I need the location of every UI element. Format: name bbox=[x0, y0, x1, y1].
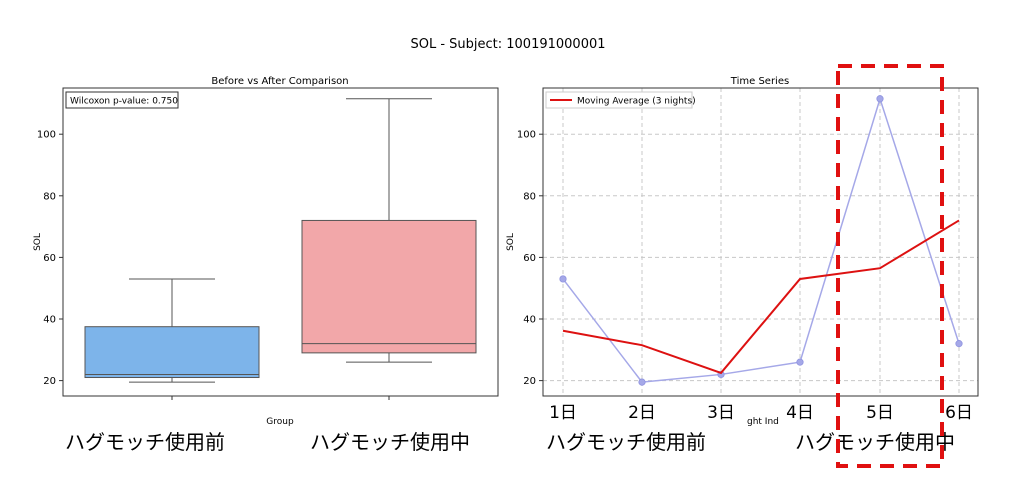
boxplot-y-axis: 20 40 60 80 100 bbox=[37, 130, 63, 387]
timeseries-ylabel: SOL bbox=[506, 233, 516, 251]
timeseries-chart: Time Series 20 40 60 80 100 Moving Average (… bbox=[506, 64, 979, 468]
timeseries-marks bbox=[559, 95, 963, 386]
highlight-dashed-box bbox=[836, 64, 944, 468]
timeseries-ytick-label: 100 bbox=[517, 130, 536, 141]
boxplot-xlabel: Group bbox=[266, 417, 294, 427]
boxplot-ytick-label: 80 bbox=[43, 191, 56, 202]
boxplot-frame bbox=[62, 87, 499, 397]
day-label-band bbox=[543, 398, 978, 420]
timeseries-day-label: 3日 bbox=[707, 403, 735, 423]
wilcoxon-annotation-box bbox=[65, 91, 179, 109]
timeseries-title: Time Series bbox=[730, 76, 789, 87]
series-raw-line bbox=[562, 96, 960, 383]
boxplot-ytick-label: 40 bbox=[43, 315, 56, 326]
timeseries-day-label: 4日 bbox=[786, 403, 814, 423]
timeseries-ytick-label: 20 bbox=[523, 376, 536, 387]
series-raw-point bbox=[955, 340, 963, 348]
boxplot-chart: Before vs After Comparison 20 40 60 80 100 W… bbox=[33, 76, 499, 454]
series-raw-point bbox=[876, 95, 884, 103]
series-raw-point bbox=[796, 358, 804, 366]
wilcoxon-annotation: Wilcoxon p-value: 0.750 bbox=[70, 97, 178, 107]
boxplot-title: Before vs After Comparison bbox=[211, 76, 348, 87]
timeseries-group-label-before: ハグモッチ使用前 bbox=[546, 430, 706, 454]
boxplot-group-label-before: ハグモッチ使用前 bbox=[65, 430, 225, 454]
box-iqr bbox=[84, 326, 260, 379]
series-raw-point bbox=[559, 275, 567, 283]
timeseries-frame bbox=[542, 87, 979, 397]
timeseries-ytick-label: 60 bbox=[523, 253, 536, 264]
timeseries-group-label-during: ハグモッチ使用中 bbox=[795, 430, 955, 454]
series-moving-average-line bbox=[562, 219, 960, 375]
timeseries-day-label: 6日 bbox=[945, 403, 973, 423]
timeseries-day-label: 5日 bbox=[866, 403, 894, 423]
timeseries-ytick-label: 80 bbox=[523, 191, 536, 202]
timeseries-legend bbox=[545, 91, 693, 109]
boxplot-ylabel: SOL bbox=[33, 233, 43, 251]
timeseries-xlabel-fragment: ght Ind bbox=[747, 417, 779, 427]
boxplot-group-label-during: ハグモッチ使用中 bbox=[310, 430, 470, 454]
boxplot-ytick-label: 60 bbox=[43, 253, 56, 264]
timeseries-grid: 20 40 60 80 100 bbox=[517, 88, 978, 396]
timeseries-ytick-label: 40 bbox=[523, 315, 536, 326]
timeseries-day-label: 1日 bbox=[549, 403, 577, 423]
boxplot-marks bbox=[84, 98, 477, 400]
figure-title: SOL - Subject: 100191000001 bbox=[410, 37, 605, 52]
timeseries-x-tick-labels: 1日 2日 3日 4日 5日 6日 bbox=[549, 403, 973, 423]
legend-label-moving-average: Moving Average (3 nights) bbox=[577, 97, 696, 107]
boxplot-ytick-label: 100 bbox=[37, 130, 56, 141]
timeseries-day-label: 2日 bbox=[628, 403, 656, 423]
boxplot-ytick-label: 20 bbox=[43, 376, 56, 387]
box-iqr bbox=[301, 219, 477, 354]
series-raw-point bbox=[638, 378, 646, 386]
